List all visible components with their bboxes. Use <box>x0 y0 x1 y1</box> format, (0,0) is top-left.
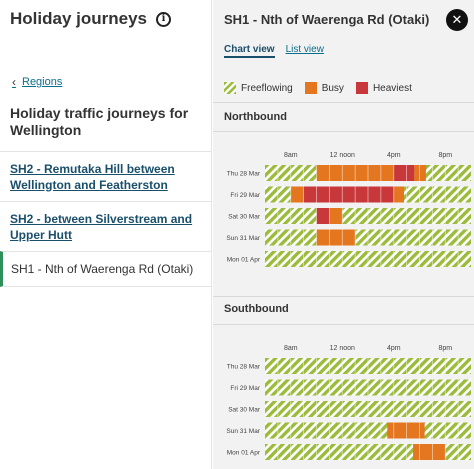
busy-segment <box>329 208 343 224</box>
row-label: Mon 01 Apr <box>227 450 261 457</box>
close-icon: ✕ <box>451 12 463 27</box>
heaviest-segment <box>303 186 394 203</box>
x-tick-label: 8am <box>284 152 298 159</box>
busy-segment <box>414 165 426 181</box>
row-label: Sat 30 Mar <box>228 407 261 414</box>
heaviest-segment <box>393 165 415 181</box>
x-tick-label: 8pm <box>438 152 452 159</box>
journey-item-otaki[interactable]: SH1 - Nth of Waerenga Rd (Otaki) <box>0 251 211 287</box>
panel-title: Holiday journeys <box>10 9 147 28</box>
legend-label: Heaviest <box>372 82 412 94</box>
row-label: Sat 30 Mar <box>228 214 261 221</box>
tab-list-view[interactable]: List view <box>285 44 324 55</box>
heaviest-swatch <box>355 82 368 94</box>
journeys-panel: Holiday journeys i ‹ Regions Holiday tra… <box>0 0 212 469</box>
chevron-left-icon: ‹ <box>12 75 16 89</box>
journey-label-active: SH1 - Nth of Waerenga Rd (Otaki) <box>11 262 194 276</box>
x-tick-label: 12 noon <box>330 152 355 159</box>
row-label: Mon 01 Apr <box>227 257 261 264</box>
x-tick-label: 8pm <box>438 345 452 352</box>
row-label: Sun 31 Mar <box>226 235 260 242</box>
northbound-title: Northbound <box>224 111 287 123</box>
freeflowing-swatch <box>224 82 236 94</box>
x-tick-label: 8am <box>284 345 298 352</box>
legend-item-busy: Busy <box>304 82 344 94</box>
divider <box>213 296 474 297</box>
row-label: Fri 29 Mar <box>230 192 260 199</box>
journey-item-silverstream[interactable]: SH2 - between Silverstream and Upper Hut… <box>0 201 211 251</box>
northbound-chart: 8am 12 noon 4pm 8pm Thu 28 Mar Fri 29 Mar Sat … <box>226 152 471 267</box>
divider <box>213 102 474 103</box>
busy-segment <box>413 444 446 460</box>
legend-label: Busy <box>321 82 344 94</box>
heaviest-segment <box>316 208 330 224</box>
busy-segment <box>316 165 375 181</box>
x-tick-label: 4pm <box>387 345 401 352</box>
divider <box>213 324 474 325</box>
journey-item-remutaka[interactable]: SH2 - Remutaka Hill between Wellington a… <box>0 151 211 201</box>
view-tabs: Chart view List view <box>224 44 324 58</box>
busy-segment <box>316 229 356 246</box>
busy-swatch <box>304 82 317 94</box>
back-link-label: Regions <box>22 76 63 88</box>
legend-item-heaviest: Heaviest <box>355 82 412 94</box>
southbound-chart: 8am 12 noon 4pm 8pm Thu 28 Mar Fri 29 Mar Sat … <box>226 345 471 460</box>
x-tick-label: 12 noon <box>330 345 355 352</box>
panel-header: Holiday journeys i <box>10 9 171 29</box>
tab-chart-view[interactable]: Chart view <box>224 44 275 58</box>
journey-link[interactable]: SH2 - Remutaka Hill between Wellington a… <box>10 161 175 192</box>
back-to-regions-link[interactable]: ‹ Regions <box>12 75 62 89</box>
detail-title: SH1 - Nth of Waerenga Rd (Otaki) <box>224 12 430 27</box>
row-label: Fri 29 Mar <box>230 385 260 392</box>
legend-item-freeflowing: Freeflowing <box>224 82 293 94</box>
divider <box>213 131 474 132</box>
close-button[interactable]: ✕ <box>446 9 468 31</box>
busy-segment <box>290 186 304 203</box>
legend-label: Freeflowing <box>241 82 293 94</box>
row-label: Sun 31 Mar <box>226 428 260 435</box>
section-title: Holiday traffic journeys for Wellington <box>10 105 189 138</box>
row-label: Thu 28 Mar <box>227 171 261 178</box>
journey-link[interactable]: SH2 - between Silverstream and Upper Hut… <box>10 211 193 242</box>
row-label: Thu 28 Mar <box>227 364 261 371</box>
busy-segment <box>374 165 394 181</box>
busy-segment <box>393 186 405 203</box>
busy-segment <box>387 422 425 439</box>
x-tick-label: 4pm <box>387 152 401 159</box>
journey-detail-panel: SH1 - Nth of Waerenga Rd (Otaki) ✕ Chart… <box>213 0 474 469</box>
traffic-legend: Freeflowing Busy Heaviest <box>224 82 424 94</box>
info-icon[interactable]: i <box>155 11 171 27</box>
southbound-title: Southbound <box>224 303 289 315</box>
